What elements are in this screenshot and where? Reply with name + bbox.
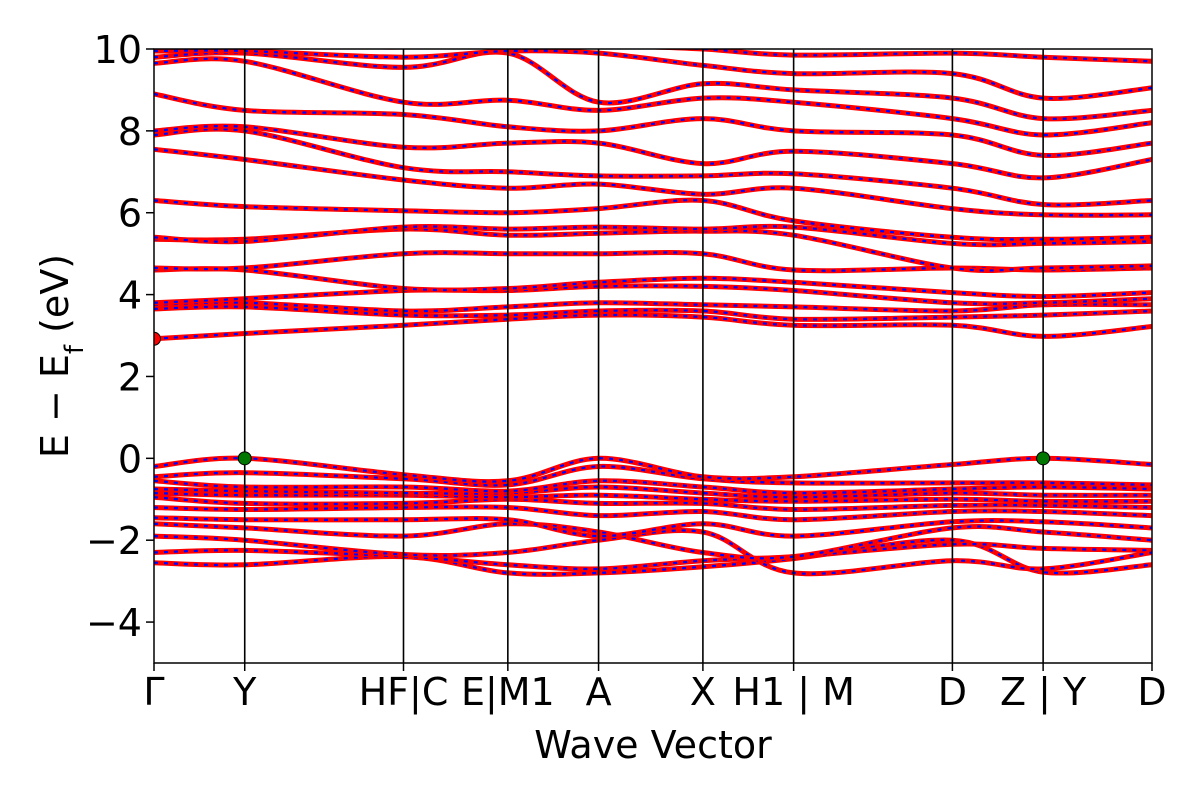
band-dash [154,457,1152,483]
band-7 [154,494,1152,513]
band-dash [154,128,1152,207]
y-tick-label: 8 [118,110,142,154]
cbm-marker [154,331,161,346]
x-tick-label: HF|C [359,670,449,715]
y-tick-label: 0 [118,437,142,481]
band-15 [154,300,1152,314]
band-dash [678,49,1152,63]
band-dash [154,496,1152,511]
band-line [154,478,1152,496]
band-dash [154,124,1152,180]
band-line [154,312,1152,342]
x-tick-label: D [1137,670,1166,714]
band-14 [154,304,1152,322]
vbm-marker [1036,451,1051,466]
band-26 [154,56,1152,138]
x-tick-label: Y [232,670,257,714]
band-dash [154,529,1152,575]
y-tick-label: 4 [118,274,142,318]
band-dash [154,492,1152,503]
band-4 [154,521,1152,561]
band-dash [154,267,1152,298]
band-29 [334,49,1152,64]
y-tick-label: 2 [118,355,142,399]
band-23 [154,126,1152,208]
x-axis-ticks: Γ Y HF|C E|M1 A X H1 | M D Z | Y D [143,663,1167,715]
band-dash [154,301,1152,313]
x-tick-label: Z | Y [1000,670,1087,715]
x-axis-label: Wave Vector [534,723,772,767]
x-tick-label: Γ [143,670,164,714]
band-12 [154,455,1152,485]
band-lines [154,49,1152,577]
x-tick-label: A [586,670,612,714]
y-tick-label: 10 [94,28,142,72]
y-tick-label: 6 [118,192,142,236]
x-tick-label: E|M1 [461,670,555,715]
band-6 [154,504,1152,523]
band-dash [154,57,1152,137]
band-9 [154,484,1152,500]
high-symmetry-lines [243,49,1044,663]
band-3 [154,527,1152,577]
band-line [154,515,1152,539]
y-tick-label: −4 [86,601,142,645]
band-27 [154,49,1152,122]
band-dash [154,305,1152,321]
band-13 [154,312,1152,342]
band-11 [154,463,1152,488]
band-line [154,266,1152,300]
x-tick-label: D [938,670,967,714]
band-dash [154,505,1152,521]
band-dash [154,51,1152,120]
plot-frame [153,48,1153,664]
band-line [154,223,1152,248]
y-axis-label: E − Ef (eV) [33,254,90,458]
band-20 [154,223,1152,248]
extremum-markers [154,331,1051,466]
band-dash [154,284,1152,305]
band-5 [154,515,1152,539]
band-1 [154,537,1152,577]
band-17 [154,266,1152,300]
band-24 [154,123,1152,181]
band-line [154,521,1152,561]
band-line [154,49,1152,101]
band-dash [154,538,1152,576]
band-16 [154,283,1152,307]
band-line [154,541,1152,572]
band-dash [154,148,1152,217]
band-line [154,197,1152,242]
band-dash [154,485,1152,499]
y-axis-ticks: −4 −2 0 2 4 6 8 10 [86,28,154,645]
y-tick-label: −2 [86,519,142,563]
band-line [154,463,1152,488]
vbm-marker [237,451,252,466]
band-21 [154,197,1152,242]
x-tick-label: H1 | M [732,670,855,715]
band-8 [154,490,1152,504]
x-tick-label: X [690,670,716,714]
band-2 [154,541,1152,572]
band-25 [154,91,1152,158]
band-dash [154,92,1152,157]
band-10 [154,478,1152,496]
band-28 [154,49,1152,101]
band-22 [154,146,1152,218]
